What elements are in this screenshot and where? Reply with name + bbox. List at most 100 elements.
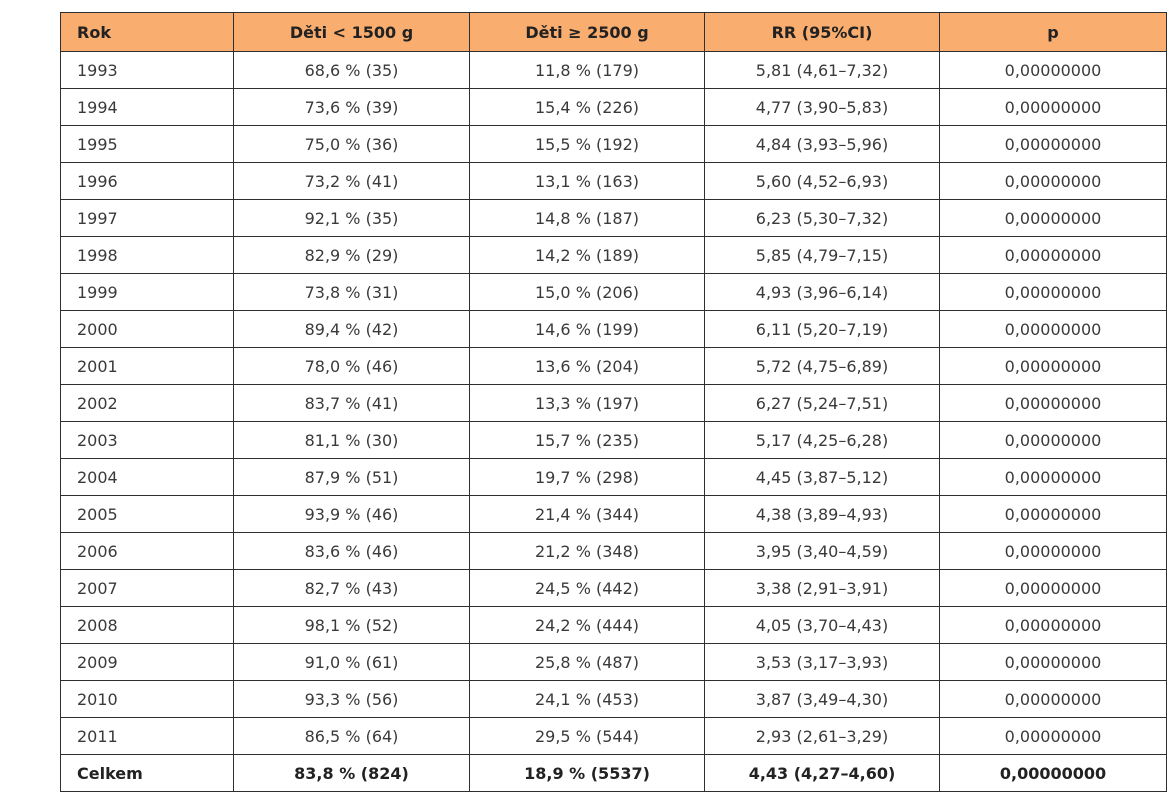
table-row: 1998 82,9 % (29) 14,2 % (189) 5,85 (4,79–7,… xyxy=(60,236,1167,274)
cell-relative-risk: 3,95 (3,40–4,59) xyxy=(704,532,940,570)
table-footer: Celkem 83,8 % (824) 18,9 % (5537) 4,43 (… xyxy=(60,754,1167,792)
cell-normal-weight: 15,4 % (226) xyxy=(469,88,705,126)
header-year: Rok xyxy=(60,12,234,52)
cell-normal-weight: 19,7 % (298) xyxy=(469,458,705,496)
cell-low-weight: 68,6 % (35) xyxy=(233,51,470,89)
cell-year: 2009 xyxy=(60,643,234,681)
cell-year: 2003 xyxy=(60,421,234,459)
cell-low-weight: 73,8 % (31) xyxy=(233,273,470,311)
cell-relative-risk: 4,93 (3,96–6,14) xyxy=(704,273,940,311)
cell-normal-weight: 25,8 % (487) xyxy=(469,643,705,681)
cell-relative-risk: 4,05 (3,70–4,43) xyxy=(704,606,940,644)
cell-p-value: 0,00000000 xyxy=(939,680,1167,718)
cell-low-weight: 83,6 % (46) xyxy=(233,532,470,570)
cell-p-value: 0,00000000 xyxy=(939,273,1167,311)
total-row: Celkem 83,8 % (824) 18,9 % (5537) 4,43 (… xyxy=(60,754,1167,792)
table-row: 2009 91,0 % (61) 25,8 % (487) 3,53 (3,17–3,… xyxy=(60,643,1167,681)
cell-low-weight: 83,7 % (41) xyxy=(233,384,470,422)
cell-low-weight: 93,3 % (56) xyxy=(233,680,470,718)
header-low-weight: Děti < 1500 g xyxy=(233,12,470,52)
cell-year: 2007 xyxy=(60,569,234,607)
cell-relative-risk: 4,38 (3,89–4,93) xyxy=(704,495,940,533)
cell-p-value: 0,00000000 xyxy=(939,236,1167,274)
cell-p-value: 0,00000000 xyxy=(939,421,1167,459)
cell-year: 2000 xyxy=(60,310,234,348)
cell-relative-risk: 5,72 (4,75–6,89) xyxy=(704,347,940,385)
cell-year: 1997 xyxy=(60,199,234,237)
cell-p-value: 0,00000000 xyxy=(939,88,1167,126)
cell-normal-weight: 15,7 % (235) xyxy=(469,421,705,459)
cell-relative-risk: 2,93 (2,61–3,29) xyxy=(704,717,940,755)
cell-p-value: 0,00000000 xyxy=(939,347,1167,385)
header-p-value: p xyxy=(939,12,1167,52)
table-header: Rok Děti < 1500 g Děti ≥ 2500 g RR (95%C… xyxy=(60,12,1167,52)
cell-p-value: 0,00000000 xyxy=(939,310,1167,348)
cell-relative-risk: 3,53 (3,17–3,93) xyxy=(704,643,940,681)
table-row: 2000 89,4 % (42) 14,6 % (199) 6,11 (5,20–7,… xyxy=(60,310,1167,348)
cell-normal-weight: 24,5 % (442) xyxy=(469,569,705,607)
cell-p-value: 0,00000000 xyxy=(939,643,1167,681)
cell-normal-weight: 14,6 % (199) xyxy=(469,310,705,348)
cell-relative-risk: 5,85 (4,79–7,15) xyxy=(704,236,940,274)
cell-normal-weight: 14,8 % (187) xyxy=(469,199,705,237)
cell-normal-weight: 24,2 % (444) xyxy=(469,606,705,644)
cell-relative-risk: 6,11 (5,20–7,19) xyxy=(704,310,940,348)
header-row: Rok Děti < 1500 g Děti ≥ 2500 g RR (95%C… xyxy=(60,12,1167,52)
total-label: Celkem xyxy=(60,754,234,792)
table-row: 2007 82,7 % (43) 24,5 % (442) 3,38 (2,91–3,… xyxy=(60,569,1167,607)
cell-year: 1999 xyxy=(60,273,234,311)
cell-year: 2011 xyxy=(60,717,234,755)
cell-low-weight: 92,1 % (35) xyxy=(233,199,470,237)
cell-normal-weight: 21,2 % (348) xyxy=(469,532,705,570)
cell-relative-risk: 5,60 (4,52–6,93) xyxy=(704,162,940,200)
cell-relative-risk: 5,17 (4,25–6,28) xyxy=(704,421,940,459)
cell-normal-weight: 13,3 % (197) xyxy=(469,384,705,422)
cell-normal-weight: 13,1 % (163) xyxy=(469,162,705,200)
cell-p-value: 0,00000000 xyxy=(939,458,1167,496)
cell-p-value: 0,00000000 xyxy=(939,125,1167,163)
cell-low-weight: 86,5 % (64) xyxy=(233,717,470,755)
cell-low-weight: 73,6 % (39) xyxy=(233,88,470,126)
cell-year: 1993 xyxy=(60,51,234,89)
cell-low-weight: 98,1 % (52) xyxy=(233,606,470,644)
cell-p-value: 0,00000000 xyxy=(939,199,1167,237)
table-row: 1996 73,2 % (41) 13,1 % (163) 5,60 (4,52–6,… xyxy=(60,162,1167,200)
cell-p-value: 0,00000000 xyxy=(939,606,1167,644)
table-row: 2010 93,3 % (56) 24,1 % (453) 3,87 (3,49–4,… xyxy=(60,680,1167,718)
cell-normal-weight: 21,4 % (344) xyxy=(469,495,705,533)
cell-p-value: 0,00000000 xyxy=(939,569,1167,607)
cell-relative-risk: 3,38 (2,91–3,91) xyxy=(704,569,940,607)
cell-relative-risk: 6,23 (5,30–7,32) xyxy=(704,199,940,237)
cell-normal-weight: 15,0 % (206) xyxy=(469,273,705,311)
cell-relative-risk: 3,87 (3,49–4,30) xyxy=(704,680,940,718)
cell-low-weight: 82,9 % (29) xyxy=(233,236,470,274)
cell-relative-risk: 4,45 (3,87–5,12) xyxy=(704,458,940,496)
cell-year: 2002 xyxy=(60,384,234,422)
data-table-container: Rok Děti < 1500 g Děti ≥ 2500 g RR (95%C… xyxy=(60,12,1167,792)
table-row: 1994 73,6 % (39) 15,4 % (226) 4,77 (3,90–5,… xyxy=(60,88,1167,126)
cell-relative-risk: 4,84 (3,93–5,96) xyxy=(704,125,940,163)
table-row: 1993 68,6 % (35) 11,8 % (179) 5,81 (4,61–7,… xyxy=(60,51,1167,89)
cell-year: 2006 xyxy=(60,532,234,570)
cell-normal-weight: 24,1 % (453) xyxy=(469,680,705,718)
cell-low-weight: 93,9 % (46) xyxy=(233,495,470,533)
cell-normal-weight: 29,5 % (544) xyxy=(469,717,705,755)
cell-low-weight: 75,0 % (36) xyxy=(233,125,470,163)
table-row: 2006 83,6 % (46) 21,2 % (348) 3,95 (3,40–4,… xyxy=(60,532,1167,570)
table-row: 2003 81,1 % (30) 15,7 % (235) 5,17 (4,25–6,… xyxy=(60,421,1167,459)
cell-p-value: 0,00000000 xyxy=(939,384,1167,422)
cell-year: 2005 xyxy=(60,495,234,533)
cell-year: 2008 xyxy=(60,606,234,644)
table-row: 2011 86,5 % (64) 29,5 % (544) 2,93 (2,61–3,… xyxy=(60,717,1167,755)
header-normal-weight: Děti ≥ 2500 g xyxy=(469,12,705,52)
cell-low-weight: 81,1 % (30) xyxy=(233,421,470,459)
total-relative-risk: 4,43 (4,27–4,60) xyxy=(704,754,940,792)
table-row: 1997 92,1 % (35) 14,8 % (187) 6,23 (5,30–7,… xyxy=(60,199,1167,237)
table-row: 2001 78,0 % (46) 13,6 % (204) 5,72 (4,75–6,… xyxy=(60,347,1167,385)
cell-year: 1995 xyxy=(60,125,234,163)
table-row: 2008 98,1 % (52) 24,2 % (444) 4,05 (3,70–4,… xyxy=(60,606,1167,644)
cell-year: 2004 xyxy=(60,458,234,496)
birth-weight-table: Rok Děti < 1500 g Děti ≥ 2500 g RR (95%C… xyxy=(60,12,1167,792)
cell-year: 2010 xyxy=(60,680,234,718)
cell-normal-weight: 11,8 % (179) xyxy=(469,51,705,89)
